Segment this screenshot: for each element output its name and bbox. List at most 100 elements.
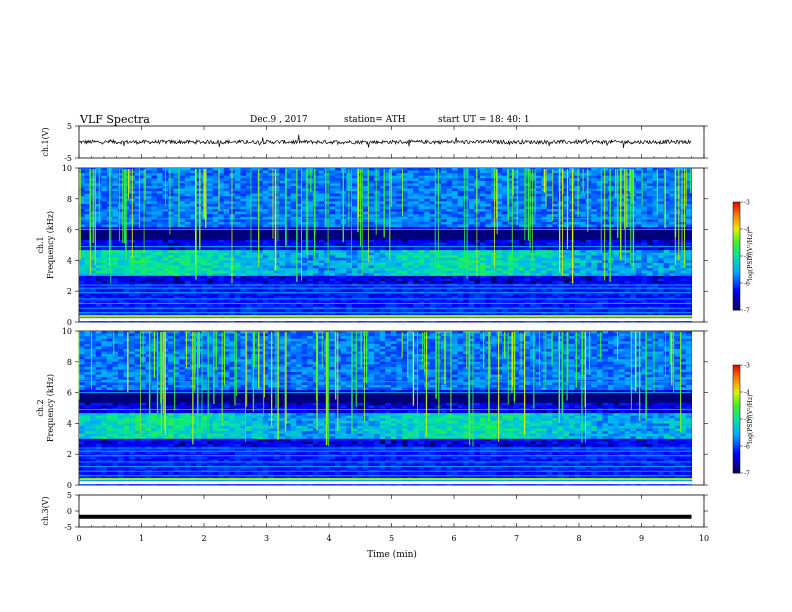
ch1-spectrogram-cell [279,250,286,253]
ch1-spectrogram-cell [273,185,280,189]
ch1-spectrogram-cell [240,173,247,176]
ch1-spectrogram-cell [312,260,319,264]
ch1-spectrogram-cell [218,252,225,256]
ch1-spectrogram-cell [145,250,152,253]
ch1-spectrogram-cell [685,224,692,228]
ch1-spectrogram-cell [641,255,648,259]
ch1-spectrogram-cell [84,193,91,197]
ch1-spectrogram-cell [112,221,119,225]
ch1-spectrogram-cell [145,178,152,182]
ch1-spectrogram-cell [641,265,648,269]
ch1-spectrogram-cell [351,185,358,189]
ch1-spectrogram-cell [418,239,425,243]
ch1-spectrogram-cell [424,198,431,202]
ch1-spectrogram-cell [173,262,180,266]
ch1-spectrogram-cell [513,255,520,259]
ch1-spectrogram-cell [396,224,403,228]
ch1-spectrogram-cell [452,191,458,194]
ch1-spectrogram-cell [624,211,631,215]
ch1-spectrogram-cell [513,252,520,256]
ch1-spectrogram-cell [518,273,525,277]
ch1-spectrogram-cell [340,250,347,253]
ch1-spectrogram-cell [652,265,659,269]
ch1-spectrogram-cell [485,168,492,171]
ch1-spectrogram-cell [296,257,303,261]
ch1-spectrogram-cell [602,286,609,289]
ch1-spectrogram-cell [535,216,542,220]
ch1-spectrogram-cell [379,183,386,187]
ch1-spectrogram-cell [574,252,581,256]
ch1-spectrogram-cell [212,273,219,277]
ch1-spectrogram-cell [251,239,258,243]
ch1-spectrogram-cell [624,242,631,246]
ch1-spectrogram-cell [296,198,303,202]
ch1-spectrogram-cell [101,286,108,289]
ch1-spectrogram-ytick-label: 10 [62,164,72,173]
ch1-spectrogram-cell [162,270,169,274]
ch1-spectrogram-cell [502,227,509,230]
ch1-spectrogram-cell [585,203,592,207]
ch1-spectrogram-cell [602,193,609,197]
ch1-spectrogram-cell [652,268,659,271]
ch1-spectrogram-cell [552,206,559,210]
ch1-spectrogram-cell [184,180,191,184]
ch1-spectrogram-cell [357,288,364,292]
ch1-spectrogram-cell [591,280,598,284]
ch1-spectrogram-cell [429,227,436,230]
ch1-spectrogram-cell [574,185,581,189]
ch1-spectrogram-cell [234,224,241,228]
ch1-spectrogram-cell [546,268,553,271]
ch1-spectrogram-cell [641,185,648,189]
ch1-spectrogram-cell [507,203,514,207]
ch1-spectrogram-cell [212,286,219,289]
ch1-spectrogram-cell [663,214,670,218]
ch1-spectrogram-cell [641,183,648,187]
ch1-spectrogram-cell [179,188,186,192]
ch1-spectrogram-cell [268,196,275,200]
ch1-spectrogram-cell [101,260,108,264]
ch1-spectrogram-cell [669,265,676,269]
ch1-spectrogram-cell [607,183,614,187]
ch1-spectrogram-cell [140,196,147,200]
ch1-spectrogram-cell [246,260,252,264]
ch1-spectrogram-cell [524,288,531,292]
ch1-spectrogram-cell [463,268,470,271]
ch1-spectrogram-cell [602,185,609,189]
ch1-spectrogram-cell [596,214,603,218]
ch1-spectrogram-cell [507,173,514,176]
ch1-spectrogram-cell [440,183,447,187]
ch1-spectrogram-cell [207,191,213,194]
ch1-spectrogram-cell [173,173,180,176]
ch1-spectrogram-cell [468,268,475,271]
ch1-spectrogram-cell [262,191,269,194]
ch1-spectrogram-cell [424,206,431,210]
ch1-spectrogram-cell [112,262,119,266]
ch1-spectrogram-cell [246,183,252,187]
ch1-spectrogram-cell [513,203,520,207]
ch1-spectrogram-cell [296,219,303,223]
ch1-spectrogram-cell [156,185,163,189]
ch1-spectrogram-cell [680,185,687,189]
ch1-spectrogram-cell [463,185,470,189]
ch1-spectrogram-cell [502,219,509,223]
ch1-spectrogram-cell [580,196,587,200]
ch1-spectrogram-cell [680,183,687,187]
ch1-spectrogram-cell [591,221,598,225]
ch1-spectrogram-cell [685,185,692,189]
ch1-spectrogram-cell [324,170,330,174]
ch1-spectrogram-cell [362,262,369,266]
ch1-spectrogram-cell [607,255,614,259]
ch1-spectrogram-cell [318,260,325,264]
ch1-spectrogram-cell [168,198,174,202]
ch1-spectrogram-cell [624,260,631,264]
ch1-spectrogram-cell [513,206,520,210]
ch1-spectrogram-cell [440,201,447,205]
ch1-spectrogram-cell [240,216,247,220]
ch1-spectrogram-cell [112,193,119,197]
ch1-spectrogram-cell [324,201,330,205]
ch1-spectrogram-cell [290,178,297,182]
ch1-spectrogram-cell [546,178,553,182]
ch1-spectrogram-cell [385,191,392,194]
ch1-spectrogram-cell [201,286,208,289]
ch1-spectrogram-cell [273,270,280,274]
